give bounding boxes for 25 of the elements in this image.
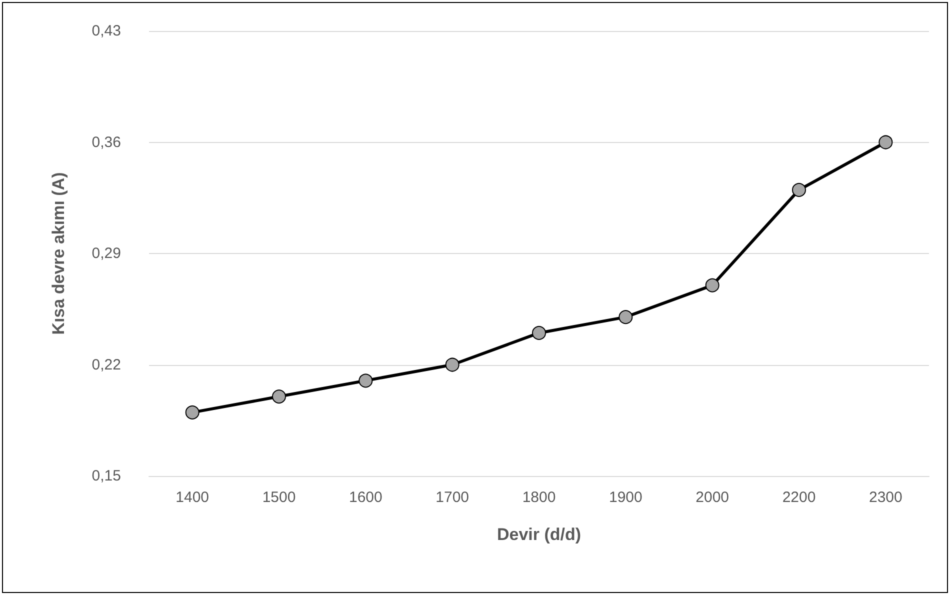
x-tick-label: 2200 xyxy=(782,489,816,506)
point xyxy=(618,310,633,324)
y-tick-label: 0,22 xyxy=(92,356,121,374)
point xyxy=(445,358,460,372)
y-tick-label: 0,29 xyxy=(92,245,121,262)
point xyxy=(792,182,806,197)
point xyxy=(878,135,893,150)
x-tick-label: 2000 xyxy=(696,489,730,506)
x-tick-label: 1900 xyxy=(608,489,642,506)
x-tick-label: 1400 xyxy=(176,489,210,506)
y-axis-title: Kısa devre akımı (A) xyxy=(49,172,68,335)
x-tick-label: 1700 xyxy=(436,489,470,506)
x-tick-label: 1800 xyxy=(522,489,556,506)
point xyxy=(272,390,286,404)
y-tick-label: 0,15 xyxy=(92,468,121,484)
point xyxy=(532,326,546,340)
x-tick-label: 1600 xyxy=(348,489,382,506)
x-tick-label: 1500 xyxy=(262,489,296,506)
point xyxy=(358,374,373,388)
x-axis-title: Devir (d/d) xyxy=(496,525,582,544)
y-tick-label: 0,43 xyxy=(92,22,121,40)
y-tick-label: 0,36 xyxy=(92,134,121,151)
x-tick-label: 2300 xyxy=(868,489,902,506)
point xyxy=(705,278,720,292)
point xyxy=(185,405,200,420)
